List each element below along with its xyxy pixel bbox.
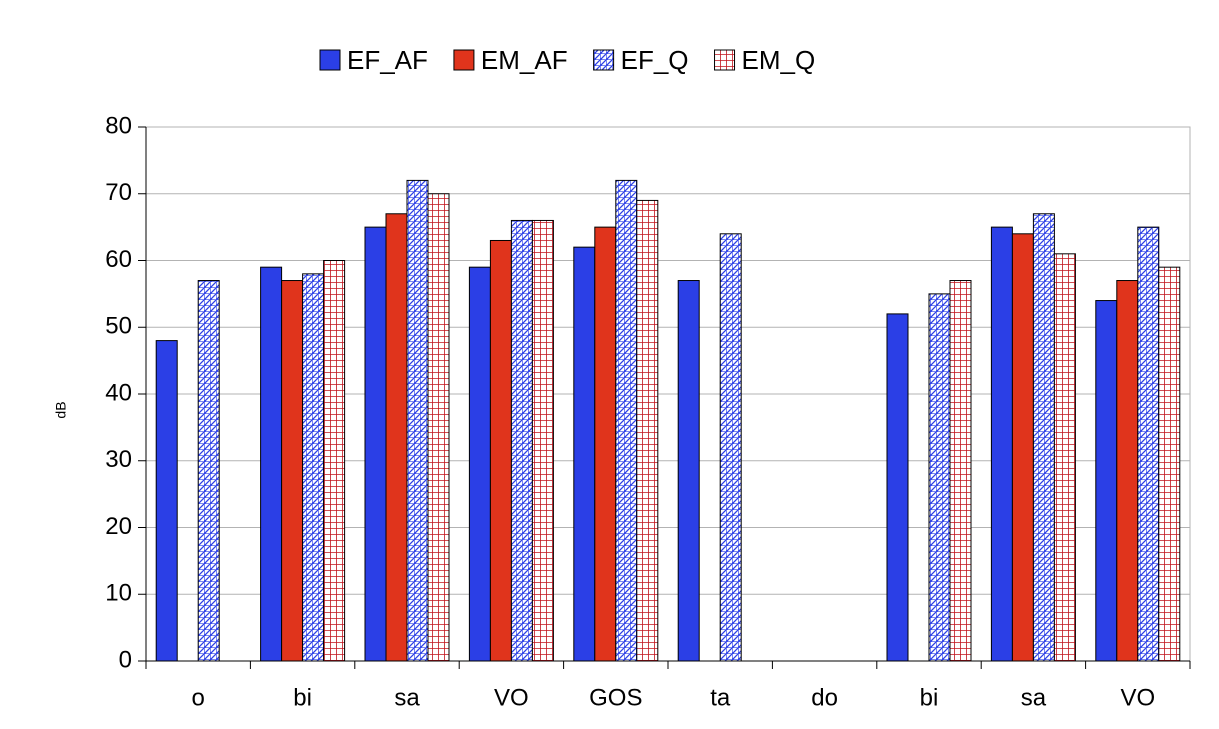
bar bbox=[197, 280, 220, 662]
x-tick-label: VO bbox=[1120, 684, 1155, 711]
bar bbox=[949, 280, 972, 662]
bar bbox=[155, 340, 178, 662]
bar bbox=[260, 266, 283, 662]
y-tick-label: 0 bbox=[119, 646, 132, 673]
bar bbox=[323, 260, 346, 662]
legend-label: EF_Q bbox=[621, 45, 689, 75]
y-tick-label: 40 bbox=[105, 379, 132, 406]
x-tick-label: ta bbox=[710, 684, 731, 711]
x-tick-label: do bbox=[811, 684, 838, 711]
x-tick-label: o bbox=[192, 684, 205, 711]
legend-swatch bbox=[453, 49, 475, 71]
y-tick-label: 30 bbox=[105, 446, 132, 473]
bar bbox=[1095, 300, 1118, 662]
x-tick-label: sa bbox=[1021, 684, 1047, 711]
y-tick-label: 50 bbox=[105, 313, 132, 340]
bar bbox=[1011, 233, 1034, 662]
legend-label: EF_AF bbox=[347, 45, 428, 75]
bar bbox=[573, 246, 596, 662]
bar bbox=[468, 266, 491, 662]
legend-label: EM_AF bbox=[481, 45, 568, 75]
y-tick-label: 80 bbox=[105, 112, 132, 139]
legend-swatch bbox=[319, 49, 341, 71]
bar bbox=[510, 219, 533, 662]
bar bbox=[406, 179, 429, 662]
bar bbox=[489, 239, 512, 662]
bar bbox=[886, 313, 909, 662]
bar bbox=[928, 293, 951, 662]
bar bbox=[531, 219, 554, 662]
bar bbox=[281, 280, 304, 662]
y-tick-label: 70 bbox=[105, 179, 132, 206]
bar bbox=[1032, 213, 1055, 662]
y-tick-label: 10 bbox=[105, 580, 132, 607]
y-axis-label: dB bbox=[53, 401, 69, 418]
bar bbox=[364, 226, 387, 662]
bar bbox=[1053, 253, 1076, 662]
bar bbox=[385, 213, 408, 662]
bar bbox=[594, 226, 617, 662]
bar bbox=[615, 179, 638, 662]
x-tick-label: GOS bbox=[589, 684, 642, 711]
bar bbox=[677, 280, 700, 662]
bar bbox=[1158, 266, 1181, 662]
x-tick-label: sa bbox=[394, 684, 420, 711]
legend-label: EM_Q bbox=[742, 45, 816, 75]
bar bbox=[990, 226, 1013, 662]
bar bbox=[1137, 226, 1160, 662]
y-tick-label: 20 bbox=[105, 513, 132, 540]
x-tick-label: bi bbox=[920, 684, 939, 711]
x-tick-label: VO bbox=[494, 684, 529, 711]
legend-swatch bbox=[714, 49, 736, 71]
bar bbox=[302, 273, 325, 662]
legend-swatch bbox=[593, 49, 615, 71]
y-tick-label: 60 bbox=[105, 246, 132, 273]
bar bbox=[427, 193, 450, 662]
bar bbox=[636, 199, 659, 662]
bar bbox=[1116, 280, 1139, 662]
bar bbox=[719, 233, 742, 662]
x-tick-label: bi bbox=[293, 684, 312, 711]
